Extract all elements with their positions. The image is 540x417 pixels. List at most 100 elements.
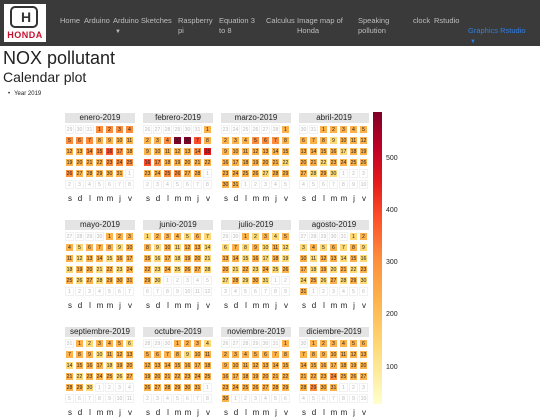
day-cell: 11 (349, 136, 358, 145)
day-cell: 22 (143, 265, 152, 274)
weekday-label: d (233, 408, 239, 417)
month-title: junio-2019 (143, 220, 213, 230)
day-cell: 11 (271, 243, 280, 252)
adjacent-day-cell: 3 (221, 287, 230, 296)
adjacent-day-cell: 3 (329, 287, 338, 296)
day-cell: 20 (183, 158, 192, 167)
day-cell: 20 (261, 158, 270, 167)
day-cell: 21 (85, 158, 94, 167)
nav-item-label: Arduino Sketches (113, 16, 172, 25)
day-cell: 22 (173, 372, 182, 381)
month-title: noviembre-2019 (221, 327, 291, 337)
day-cell: 13 (75, 147, 84, 156)
adjacent-day-cell: 31 (65, 339, 74, 348)
day-cell: 18 (203, 361, 212, 370)
day-cell: 31 (299, 287, 308, 296)
day-cell: 21 (163, 372, 172, 381)
weekday-label: m (106, 301, 114, 310)
day-cell: 11 (339, 350, 348, 359)
nav-item-arduino-sketches[interactable]: Arduino Sketches ▼ (113, 16, 173, 37)
day-cell: 9 (319, 350, 328, 359)
nav-item-raspberry-pi[interactable]: Raspberry pi (178, 16, 216, 36)
day-cell: 24 (153, 169, 162, 178)
adjacent-day-cell: 29 (85, 232, 94, 241)
day-cell: 23 (115, 265, 124, 274)
day-cell: 17 (231, 372, 240, 381)
caret-down-icon: ▼ (470, 39, 476, 45)
nav-item-equation-3-to-8[interactable]: Equation 3 to 8 (219, 16, 259, 36)
day-cell: 26 (251, 383, 260, 392)
day-cell: 24 (231, 169, 240, 178)
day-cell: 10 (299, 254, 308, 263)
day-cell: 17 (153, 158, 162, 167)
adjacent-day-cell: 7 (125, 287, 134, 296)
day-cell: 5 (173, 136, 182, 145)
day-cell: 14 (231, 254, 240, 263)
day-cell: 14 (339, 254, 348, 263)
day-cell: 12 (65, 147, 74, 156)
honda-logo[interactable]: H HONDA (4, 4, 46, 42)
day-cell: 10 (125, 243, 134, 252)
adjacent-day-cell: 7 (329, 180, 338, 189)
day-cell: 3 (231, 136, 240, 145)
day-cell: 23 (183, 372, 192, 381)
nav-item-clock[interactable]: clock (413, 16, 438, 26)
day-cell: 16 (105, 147, 114, 156)
nav-item-arduino[interactable]: Arduino (84, 16, 116, 26)
nav-item-rstudio[interactable]: Rstudio (434, 16, 464, 26)
adjacent-day-cell: 3 (153, 394, 162, 403)
day-cell: 29 (319, 169, 328, 178)
day-cell: 14 (309, 147, 318, 156)
adjacent-day-cell: 3 (115, 383, 124, 392)
day-cell: 22 (319, 158, 328, 167)
nav-item-calculus[interactable]: Calculus (266, 16, 300, 26)
month-title: febrero-2019 (143, 113, 213, 123)
adjacent-day-cell: 30 (183, 125, 192, 134)
day-cell: 5 (75, 243, 84, 252)
weekday-label: v (128, 194, 132, 203)
day-cell: 5 (183, 232, 192, 241)
day-cell: 16 (143, 158, 152, 167)
day-cell: 11 (163, 147, 172, 156)
day-cell: 20 (329, 265, 338, 274)
adjacent-day-cell: 10 (359, 180, 368, 189)
weekday-label: v (362, 194, 366, 203)
navbar: H HONDA Home Arduino Arduino Sketches ▼ Rasp… (0, 0, 540, 46)
day-cell: 6 (261, 350, 270, 359)
day-cell: 23 (319, 372, 328, 381)
adjacent-day-cell: 2 (251, 180, 260, 189)
adjacent-day-cell: 7 (193, 180, 202, 189)
day-cell: 4 (125, 125, 134, 134)
weekday-label: m (174, 408, 182, 417)
day-cell: 16 (221, 372, 230, 381)
day-cell: 22 (75, 372, 84, 381)
day-cell: 22 (349, 265, 358, 274)
adjacent-day-cell: 1 (241, 180, 250, 189)
adjacent-day-cell: 6 (115, 287, 124, 296)
day-cell: 5 (281, 232, 290, 241)
nav-item-graphics-rstudio[interactable]: Graphics Rstudio ▼ (468, 26, 533, 47)
weekday-label: s (146, 408, 150, 417)
nav-item-speaking-pollution[interactable]: Speaking pollution (358, 16, 403, 36)
adjacent-day-cell: 4 (339, 287, 348, 296)
adjacent-day-cell: 1 (309, 287, 318, 296)
adjacent-day-cell: 4 (231, 287, 240, 296)
day-cell: 26 (115, 372, 124, 381)
nav-item-home[interactable]: Home (60, 16, 98, 26)
day-cell: 25 (309, 276, 318, 285)
nav-item-image-map-of-honda[interactable]: Image map of Honda (297, 16, 352, 36)
day-cell: 1 (203, 125, 212, 134)
day-cell: 28 (193, 169, 202, 178)
day-cell: 25 (163, 169, 172, 178)
day-cell: 3 (163, 232, 172, 241)
weekday-label: m (262, 194, 270, 203)
adjacent-day-cell: 6 (183, 394, 192, 403)
adjacent-day-cell: 29 (65, 125, 74, 134)
adjacent-day-cell: 31 (339, 232, 348, 241)
adjacent-day-cell: 4 (163, 180, 172, 189)
day-cell: 9 (221, 147, 230, 156)
day-cell: 17 (115, 147, 124, 156)
adjacent-day-cell: 28 (163, 125, 172, 134)
day-cell: 26 (173, 169, 182, 178)
adjacent-day-cell: 11 (193, 287, 202, 296)
